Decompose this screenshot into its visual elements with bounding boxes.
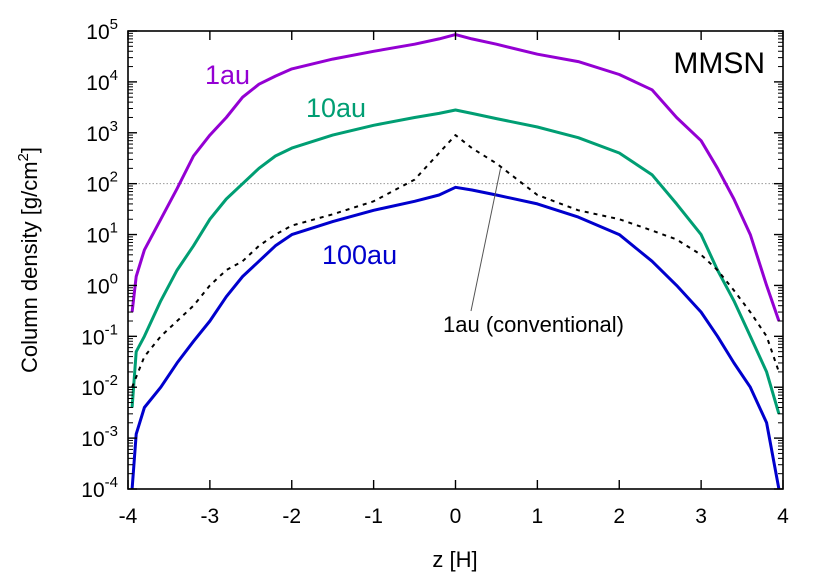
x-tick-label: 1 — [532, 505, 544, 528]
series-line-1au — [130, 33, 781, 322]
series-layer — [130, 33, 781, 490]
series-label-10au: 10au — [306, 93, 366, 123]
y-tick-label: 10-3 — [81, 423, 118, 451]
y-axis-label-sup: 2 — [15, 153, 32, 161]
y-tick-exponent: 3 — [110, 118, 118, 135]
annotation-label: 1au (conventional) — [443, 312, 624, 337]
x-axis-label: z [H] — [432, 547, 477, 572]
y-tick-base: 10 — [81, 326, 104, 349]
annotation-pointer — [470, 168, 502, 312]
y-tick-exponent: 1 — [110, 220, 118, 237]
series-line-100au — [130, 185, 781, 490]
x-tick-label: 3 — [695, 505, 707, 528]
y-tick-exponent: 2 — [110, 169, 118, 186]
x-tick-label: -3 — [201, 505, 220, 528]
x-tick-label: 2 — [613, 505, 625, 528]
tick-layer: -4 -3 -2 -1 0 1 2 3 410-410-310-210-110010110210… — [81, 16, 789, 528]
x-tick-label: 0 — [450, 505, 462, 528]
series-label-100au: 100au — [322, 240, 397, 270]
y-tick-exponent: 4 — [110, 67, 118, 84]
y-tick-exponent: -2 — [105, 372, 118, 389]
x-tick-label: 4 — [777, 505, 789, 528]
y-tick-label: 103 — [86, 118, 118, 146]
y-tick-base: 10 — [86, 275, 109, 298]
y-tick-base: 10 — [81, 377, 104, 400]
y-tick-label: 10-4 — [81, 474, 118, 502]
y-tick-exponent: -1 — [105, 321, 118, 338]
y-tick-base: 10 — [86, 225, 109, 248]
y-axis-label-suffix: ] — [17, 147, 42, 153]
y-tick-base: 10 — [86, 174, 109, 197]
y-tick-base: 10 — [86, 21, 109, 44]
y-tick-label: 10-2 — [81, 372, 118, 400]
series-line-10au — [130, 108, 781, 415]
y-tick-label: 100 — [86, 270, 118, 298]
x-tick-label: -1 — [364, 505, 383, 528]
y-tick-label: 105 — [86, 16, 118, 44]
y-tick-exponent: 5 — [110, 16, 118, 33]
y-axis-label: Column density [g/cm2] — [15, 147, 42, 373]
y-tick-base: 10 — [81, 428, 104, 451]
series-line-1au-conventional — [131, 134, 780, 388]
y-tick-exponent: -3 — [105, 423, 118, 440]
plot-frame — [127, 30, 784, 490]
y-axis-label-prefix: Column density [g/cm — [17, 161, 42, 373]
y-tick-base: 10 — [86, 123, 109, 146]
y-tick-base: 10 — [86, 72, 109, 95]
y-tick-label: 102 — [86, 169, 118, 197]
y-tick-exponent: -4 — [105, 474, 118, 491]
chart-title: MMSN — [673, 47, 765, 80]
series-label-1au: 1au — [205, 60, 250, 90]
y-tick-base: 10 — [81, 479, 104, 502]
y-tick-label: 101 — [86, 220, 118, 248]
y-tick-exponent: 0 — [110, 270, 118, 287]
annotation-layer — [470, 168, 502, 312]
x-tick-label: -2 — [282, 505, 301, 528]
x-tick-label: -4 — [119, 505, 138, 528]
y-tick-label: 104 — [86, 67, 118, 95]
y-tick-label: 10-1 — [81, 321, 118, 349]
